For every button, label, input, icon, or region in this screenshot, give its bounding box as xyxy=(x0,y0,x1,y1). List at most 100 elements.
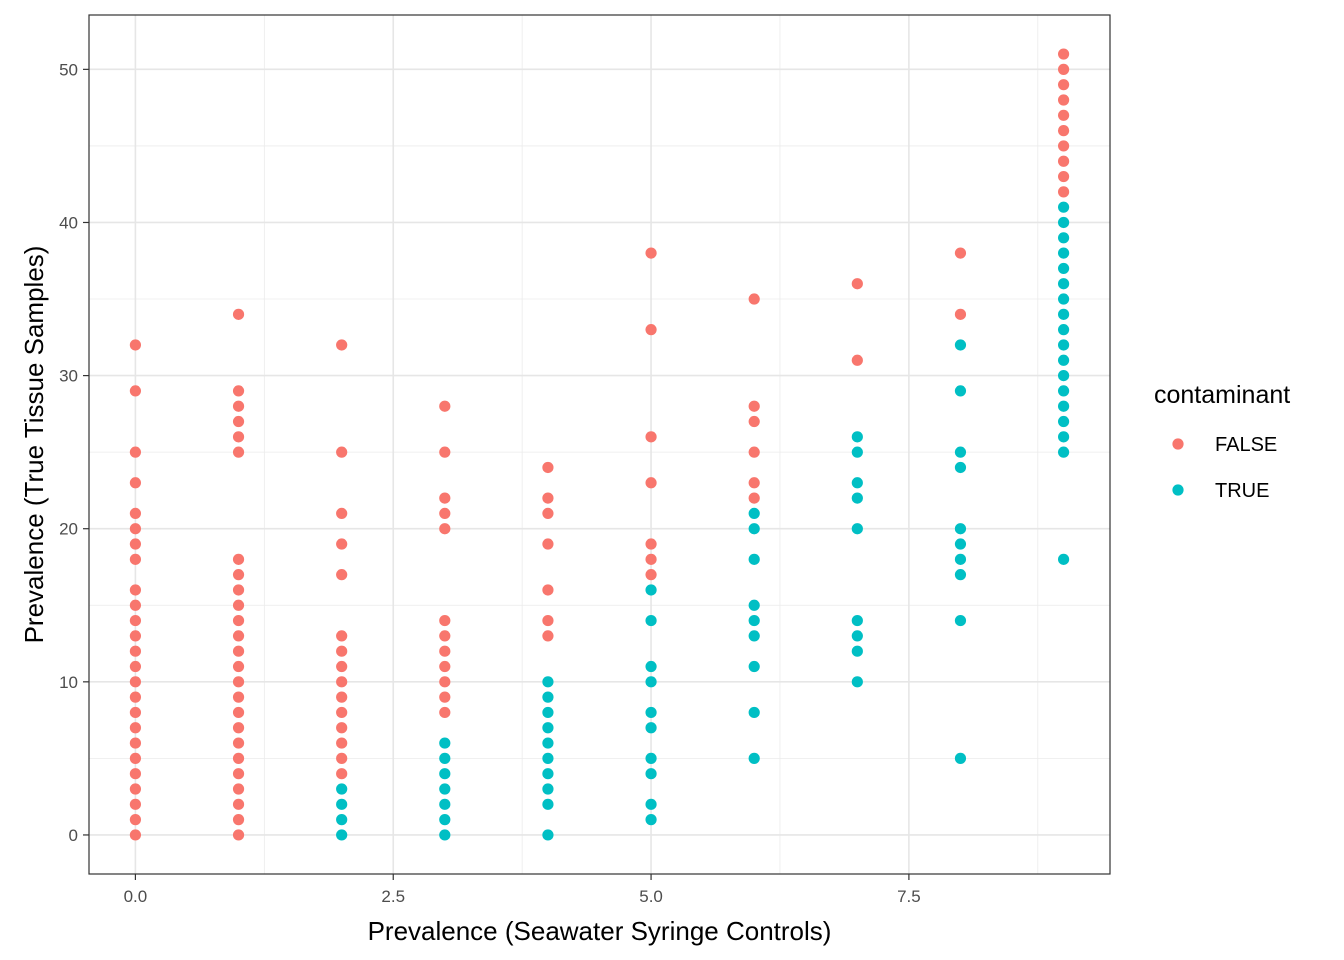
data-point-false xyxy=(439,523,451,535)
data-point-false xyxy=(232,630,245,642)
data-point-false xyxy=(232,660,245,673)
data-point-true xyxy=(1057,446,1070,458)
data-point-false xyxy=(439,706,451,719)
data-point-false xyxy=(748,477,760,489)
data-point-true xyxy=(954,339,967,351)
data-point-true xyxy=(336,829,348,841)
data-point-false xyxy=(1057,155,1070,167)
data-point-false xyxy=(336,660,348,673)
data-point-true xyxy=(439,814,451,826)
data-point-false xyxy=(645,324,657,336)
data-point-false xyxy=(645,553,657,565)
data-point-true xyxy=(336,814,348,826)
data-point-true xyxy=(542,676,554,688)
data-point-false xyxy=(336,630,348,642)
data-point-true xyxy=(645,768,657,780)
data-point-true xyxy=(542,722,554,734)
data-point-false xyxy=(129,706,142,719)
data-point-false xyxy=(542,538,554,550)
data-point-false xyxy=(232,584,245,596)
x-axis: 0.0 2.5 5.0 7.5 xyxy=(124,874,921,906)
data-point-true xyxy=(954,752,967,764)
y-axis-title: Prevalence (True Tissue Samples) xyxy=(19,246,49,644)
data-point-false xyxy=(232,798,245,810)
data-point-false xyxy=(645,477,657,489)
data-point-false xyxy=(129,584,142,596)
data-point-false xyxy=(439,691,451,703)
data-point-false xyxy=(232,599,245,611)
data-point-false xyxy=(129,722,142,734)
data-point-false xyxy=(232,569,245,581)
data-point-false xyxy=(1057,125,1070,137)
data-point-false xyxy=(645,431,657,443)
data-point-false xyxy=(129,553,142,565)
data-point-true xyxy=(954,523,967,535)
data-point-false xyxy=(439,446,451,458)
data-point-true xyxy=(1057,385,1070,397)
data-point-false xyxy=(851,278,863,290)
data-points xyxy=(129,48,1070,841)
data-point-false xyxy=(1057,48,1070,60)
data-point-true xyxy=(748,706,760,719)
data-point-true xyxy=(1057,201,1070,213)
data-point-false xyxy=(336,722,348,734)
data-point-false xyxy=(1057,63,1070,75)
data-point-true xyxy=(954,538,967,550)
data-point-true xyxy=(1057,232,1070,244)
data-point-false xyxy=(439,614,451,627)
data-point-false xyxy=(232,400,245,412)
x-tick-label: 5.0 xyxy=(639,887,663,906)
data-point-false xyxy=(439,400,451,412)
data-point-false xyxy=(542,630,554,642)
data-point-false xyxy=(336,538,348,550)
legend-entries: FALSE TRUE xyxy=(1172,434,1277,502)
data-point-false xyxy=(129,630,142,642)
data-point-false xyxy=(129,768,142,780)
data-point-true xyxy=(645,722,657,734)
data-point-false xyxy=(129,339,142,351)
data-point-false xyxy=(336,569,348,581)
y-tick-label: 20 xyxy=(59,520,78,539)
data-point-false xyxy=(129,829,142,841)
data-point-false xyxy=(129,798,142,810)
data-point-true xyxy=(851,676,863,688)
data-point-true xyxy=(1057,293,1070,305)
data-point-false xyxy=(232,814,245,826)
data-point-false xyxy=(645,569,657,581)
data-point-true xyxy=(748,660,760,673)
data-point-false xyxy=(129,645,142,657)
data-point-false xyxy=(232,768,245,780)
data-point-true xyxy=(954,569,967,581)
data-point-false xyxy=(232,385,245,397)
data-point-true xyxy=(1057,216,1070,229)
data-point-false xyxy=(439,676,451,688)
data-point-false xyxy=(232,752,245,764)
data-point-true xyxy=(1057,247,1070,259)
data-point-false xyxy=(129,538,142,550)
data-point-true xyxy=(1057,324,1070,336)
data-point-true xyxy=(439,768,451,780)
data-point-false xyxy=(439,645,451,657)
data-point-false xyxy=(954,247,967,259)
data-point-true xyxy=(954,446,967,458)
data-point-true xyxy=(645,614,657,627)
data-point-true xyxy=(851,645,863,657)
data-point-false xyxy=(232,645,245,657)
legend: contaminant FALSE TRUE xyxy=(1154,381,1290,502)
data-point-true xyxy=(748,553,760,565)
data-point-false xyxy=(542,492,554,504)
panel-border xyxy=(88,14,1111,875)
data-point-true xyxy=(542,691,554,703)
data-point-false xyxy=(336,737,348,749)
x-tick-label: 7.5 xyxy=(897,887,921,906)
data-point-false xyxy=(336,339,348,351)
y-tick-label: 0 xyxy=(69,826,78,845)
data-point-false xyxy=(129,614,142,627)
data-point-false xyxy=(439,630,451,642)
data-point-true xyxy=(1057,339,1070,351)
data-point-true xyxy=(439,829,451,841)
data-point-true xyxy=(748,630,760,642)
data-point-false xyxy=(748,415,760,428)
x-tick-label: 0.0 xyxy=(124,887,148,906)
data-point-false xyxy=(1057,94,1070,106)
